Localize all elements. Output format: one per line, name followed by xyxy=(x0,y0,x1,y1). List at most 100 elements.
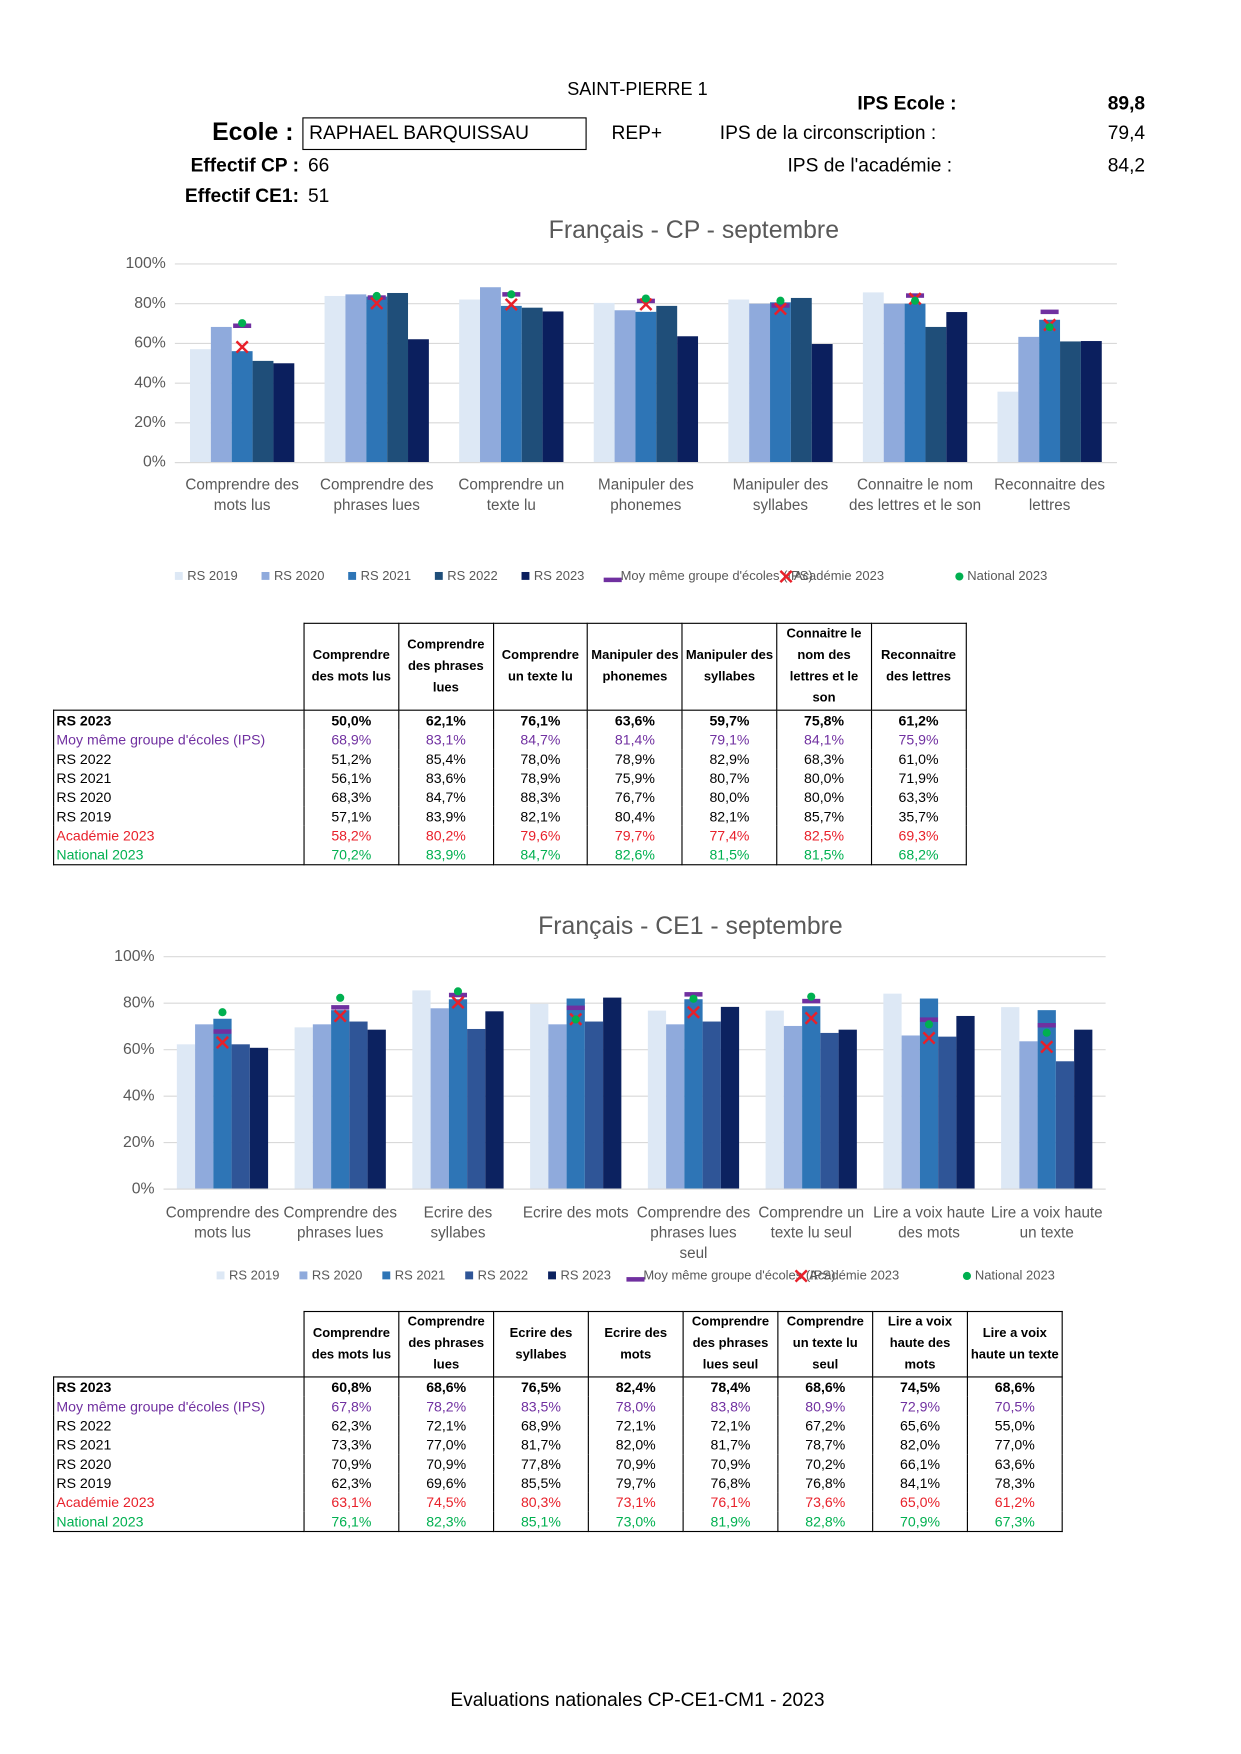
cell: 63,1% xyxy=(303,1492,400,1512)
chart-title: Français - CP - septembre xyxy=(549,217,839,244)
cell: 84,7% xyxy=(492,729,589,750)
bar xyxy=(919,998,939,1190)
cell: 74,5% xyxy=(872,1376,968,1397)
marker xyxy=(804,1011,818,1025)
cell: 51,2% xyxy=(303,749,400,769)
blank-cell xyxy=(54,623,304,710)
table-row: National 2023 70,2% 83,9% 84,7% 82,6% 81,5% 81… xyxy=(53,845,967,866)
bar xyxy=(500,305,522,463)
table-row: RS 2020 68,3% 84,7% 88,3% 76,7% 80,0% 80,0% 63,… xyxy=(53,787,967,807)
cell: 70,9% xyxy=(398,1454,495,1474)
marker xyxy=(451,995,465,1009)
bar xyxy=(566,998,585,1190)
bar xyxy=(765,1010,784,1190)
cell: 66,1% xyxy=(872,1454,968,1474)
bar xyxy=(938,1036,957,1190)
cell: 76,8% xyxy=(682,1473,779,1493)
marker xyxy=(453,987,463,996)
cell: 76,5% xyxy=(493,1376,589,1397)
marker xyxy=(802,998,821,1004)
y-tick-label: 100% xyxy=(114,948,154,965)
x-tick-label: Ecrire des mots xyxy=(522,1203,629,1221)
cell: 80,7% xyxy=(681,768,778,788)
legend-label: RS 2019 xyxy=(187,568,237,583)
marker xyxy=(1040,1040,1054,1054)
row-label: RS 2019 xyxy=(53,1473,305,1493)
cell: 55,0% xyxy=(966,1415,1063,1436)
table-row: RS 2020 70,9% 70,9% 77,8% 70,9% 70,9% 70,2% 66,… xyxy=(53,1454,1063,1474)
bar xyxy=(838,1029,857,1190)
legend-label: RS 2022 xyxy=(447,568,497,583)
cell: 60,8% xyxy=(303,1376,400,1397)
column-header: Reconnaitre des lettres xyxy=(870,622,967,711)
cell: 70,5% xyxy=(966,1396,1063,1416)
row-label: Moy même groupe d'écoles (IPS) xyxy=(53,1396,305,1416)
cell: 58,2% xyxy=(303,825,400,846)
cell: 80,9% xyxy=(777,1396,874,1416)
table-row: RS 2022 62,3% 72,1% 68,9% 72,1% 72,1% 67,2% 65,… xyxy=(53,1415,1063,1436)
bar xyxy=(430,1008,449,1190)
column-header: Ecrire des syllabes xyxy=(493,1310,589,1378)
cell: 78,0% xyxy=(587,1396,684,1416)
column-header: Comprendre des phrases lues seul xyxy=(682,1310,779,1378)
cell: 82,8% xyxy=(777,1511,874,1533)
bar xyxy=(702,1021,721,1190)
cell: 83,6% xyxy=(398,768,494,788)
x-tick-label: Reconnaitre des lettres xyxy=(994,476,1106,514)
bar xyxy=(231,1044,250,1190)
ips-circ-label: IPS de la circonscription : xyxy=(719,121,937,144)
marker xyxy=(686,1005,700,1019)
table-head: Comprendre des mots lus Comprendre des ph… xyxy=(54,622,967,711)
y-tick-label: 80% xyxy=(123,994,155,1011)
marker xyxy=(504,297,518,312)
cell: 70,2% xyxy=(303,845,400,866)
cell: 61,2% xyxy=(870,709,967,730)
bar xyxy=(548,1024,567,1190)
cell: 83,8% xyxy=(682,1396,779,1416)
table-row: RS 2019 62,3% 69,6% 85,5% 79,7% 76,8% 76,8% 84,… xyxy=(53,1473,1063,1493)
cell: 67,2% xyxy=(777,1415,874,1436)
cell: 78,0% xyxy=(492,749,589,769)
cell: 83,9% xyxy=(398,806,494,826)
legend-swatch xyxy=(626,1277,645,1282)
cell: 68,6% xyxy=(398,1376,495,1397)
table-row: Moy même groupe d'écoles (IPS) 67,8% 78,2%… xyxy=(53,1396,1063,1416)
bar xyxy=(749,303,771,463)
cell: 84,1% xyxy=(776,729,872,750)
marker xyxy=(1042,1028,1051,1037)
marker xyxy=(906,293,925,298)
legend-swatch xyxy=(521,571,530,580)
cell: 79,7% xyxy=(587,825,683,846)
bar xyxy=(273,363,295,463)
ips-school: 89,8 xyxy=(1107,92,1146,114)
legend-label: National 2023 xyxy=(975,1267,1055,1282)
row-label: RS 2020 xyxy=(53,1454,305,1474)
bar xyxy=(331,1010,350,1190)
marker xyxy=(1045,323,1054,332)
network: REP+ xyxy=(611,121,663,144)
bar xyxy=(1074,1029,1093,1190)
cell: 77,4% xyxy=(681,825,778,846)
column-header: Comprendre des phrases lues xyxy=(398,622,494,711)
cell: 82,5% xyxy=(776,825,872,846)
legend-swatch xyxy=(603,577,622,583)
legend-label: RS 2019 xyxy=(229,1267,279,1282)
cell: 77,0% xyxy=(398,1435,495,1455)
bar xyxy=(770,302,791,463)
marker xyxy=(235,340,249,354)
marker xyxy=(370,296,384,310)
table-row: RS 2021 56,1% 83,6% 78,9% 75,9% 80,7% 80,0% 71,… xyxy=(53,768,967,788)
cell: 76,1% xyxy=(303,1511,400,1533)
row-label: National 2023 xyxy=(53,1511,305,1533)
bar xyxy=(294,1027,313,1190)
x-tick-label: Comprendre des phrases lues xyxy=(283,1203,397,1241)
marker xyxy=(507,290,516,299)
row-label: Académie 2023 xyxy=(53,1492,305,1512)
cell: 68,6% xyxy=(966,1376,1063,1397)
marker xyxy=(213,1029,232,1034)
cell: 83,9% xyxy=(398,845,494,866)
bar xyxy=(176,1044,196,1190)
bar xyxy=(349,1021,368,1190)
legend-swatch xyxy=(962,1271,972,1281)
